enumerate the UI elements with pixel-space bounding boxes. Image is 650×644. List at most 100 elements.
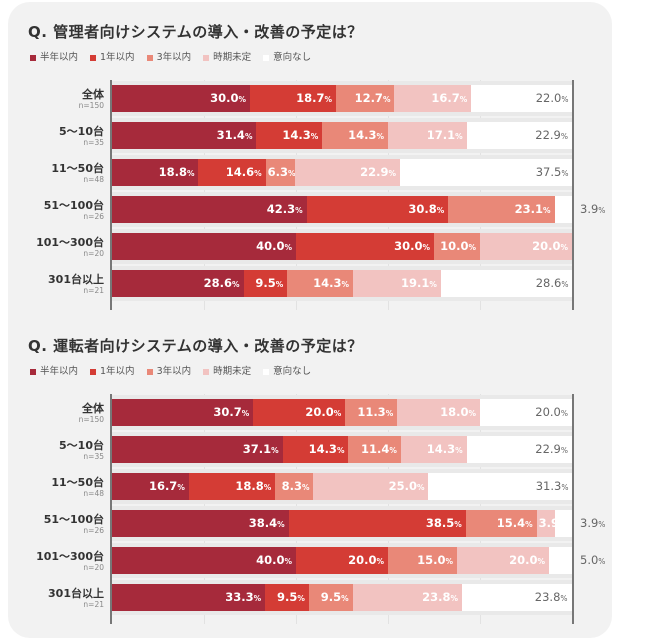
bar-segment bbox=[112, 473, 189, 500]
bar-segment bbox=[457, 547, 549, 574]
data-label: 22.0% bbox=[535, 91, 569, 105]
bar-segment bbox=[322, 122, 388, 149]
data-label: 30.8% bbox=[408, 202, 445, 216]
bar-segment bbox=[287, 270, 354, 297]
data-label: 14.3% bbox=[426, 442, 463, 456]
category-label: 11〜50台 bbox=[51, 162, 104, 175]
bar-segment bbox=[112, 270, 244, 297]
legend-label: 半年以内 bbox=[40, 366, 79, 377]
bar-segment bbox=[400, 436, 467, 463]
data-label: 22.9% bbox=[535, 442, 568, 456]
data-label: 15.0% bbox=[417, 553, 453, 567]
data-label: 19.1% bbox=[401, 276, 437, 290]
data-label: 14.3% bbox=[313, 276, 350, 290]
data-label: 37.1% bbox=[242, 442, 279, 456]
legend-label: 半年以内 bbox=[40, 52, 79, 63]
bar-segment bbox=[466, 122, 572, 149]
row-label: 101〜300台 n=20 bbox=[36, 236, 104, 258]
data-label: 18.0% bbox=[440, 405, 476, 419]
data-label: 3.9% bbox=[580, 202, 606, 216]
data-label: 22.9% bbox=[535, 128, 568, 142]
row-label: 101〜300台 n=20 bbox=[36, 550, 104, 572]
data-label: 18.7% bbox=[296, 91, 333, 105]
legend-swatch bbox=[263, 368, 270, 375]
legend-swatch bbox=[90, 368, 97, 375]
row-label: 51〜100台 n=26 bbox=[44, 199, 104, 221]
bar-segment bbox=[265, 584, 309, 611]
bar-segment bbox=[465, 510, 537, 537]
category-label: 5〜10台 bbox=[59, 125, 104, 138]
bar-segment bbox=[345, 399, 398, 426]
legend-item: 意向なし bbox=[263, 363, 311, 377]
category-label: 5〜10台 bbox=[59, 439, 104, 452]
legend-item: 時期未定 bbox=[203, 363, 251, 377]
sample-size: n=48 bbox=[83, 489, 104, 498]
data-label: 15.4% bbox=[496, 516, 533, 530]
bar-segment bbox=[440, 270, 573, 297]
bar-segment bbox=[253, 399, 346, 426]
bar-segment bbox=[352, 584, 463, 611]
bar-segment bbox=[112, 196, 307, 223]
right-axis-line bbox=[572, 394, 574, 624]
category-label: 51〜100台 bbox=[43, 199, 104, 212]
y-axis-line bbox=[110, 80, 112, 310]
sample-size: n=150 bbox=[78, 101, 104, 110]
data-label: 38.5% bbox=[425, 516, 462, 530]
data-label: 3.9% bbox=[580, 516, 606, 530]
bar-segment bbox=[353, 270, 441, 297]
legend-swatch bbox=[90, 54, 97, 61]
legend-swatch bbox=[30, 368, 36, 375]
sample-size: n=26 bbox=[83, 526, 104, 535]
legend-item: 1年以内 bbox=[90, 49, 135, 63]
legend-swatch bbox=[146, 54, 153, 61]
data-label: 23.8% bbox=[422, 590, 459, 604]
data-label: 16.7% bbox=[148, 479, 185, 493]
bar-segment bbox=[112, 159, 199, 186]
bar-segment bbox=[480, 233, 572, 260]
data-label: 18.8% bbox=[235, 479, 272, 493]
row-label: 全体 n=150 bbox=[79, 88, 104, 110]
bar-segment bbox=[348, 436, 401, 463]
legend-label: 意向なし bbox=[273, 366, 312, 377]
bar-segment bbox=[112, 510, 289, 537]
bar-segment bbox=[399, 159, 573, 186]
data-label: 30.0% bbox=[394, 239, 430, 253]
category-label: 全体 bbox=[82, 88, 104, 101]
data-label: 23.1% bbox=[514, 202, 551, 216]
chart-title: Q. 管理者向けシステムの導入・改善の予定は？ bbox=[28, 23, 363, 41]
sample-size: n=150 bbox=[78, 415, 104, 424]
row-label: 5〜10台 n=35 bbox=[59, 125, 104, 147]
data-label: 18.8% bbox=[158, 165, 195, 179]
bar-segment bbox=[188, 473, 276, 500]
bar-segment bbox=[448, 196, 555, 223]
bar-segment bbox=[265, 159, 295, 186]
bar-segment bbox=[434, 233, 480, 260]
bar-segment bbox=[336, 85, 395, 112]
y-axis-line bbox=[110, 394, 112, 624]
bar-segment bbox=[308, 584, 353, 611]
bar-segment bbox=[462, 584, 572, 611]
bar-segment bbox=[388, 122, 467, 149]
category-label: 101〜300台 bbox=[36, 550, 104, 563]
bar-segment bbox=[294, 159, 400, 186]
sample-size: n=20 bbox=[83, 563, 104, 572]
data-label: 20.0% bbox=[532, 239, 568, 253]
data-label: 31.3% bbox=[535, 479, 569, 493]
row-label: 5〜10台 n=35 bbox=[59, 439, 104, 461]
legend-swatch bbox=[146, 368, 153, 375]
chart-title: Q. 運転者向けシステムの導入・改善の予定は？ bbox=[28, 337, 363, 355]
legend-label: 3年以内 bbox=[156, 52, 192, 63]
bar-segment bbox=[288, 510, 466, 537]
data-label: 25.0% bbox=[388, 479, 425, 493]
bar-segment bbox=[112, 233, 296, 260]
legend-label: 3年以内 bbox=[156, 366, 192, 377]
row-label: 51〜100台 n=26 bbox=[44, 513, 104, 535]
bar-segment bbox=[554, 510, 573, 537]
bar-segment bbox=[306, 196, 449, 223]
sample-size: n=35 bbox=[83, 452, 104, 461]
bar-segment bbox=[536, 510, 555, 537]
bar-segment bbox=[198, 159, 266, 186]
row-label: 11〜50台 n=48 bbox=[51, 476, 104, 498]
bar-segment bbox=[250, 85, 337, 112]
bar-segment bbox=[112, 584, 266, 611]
